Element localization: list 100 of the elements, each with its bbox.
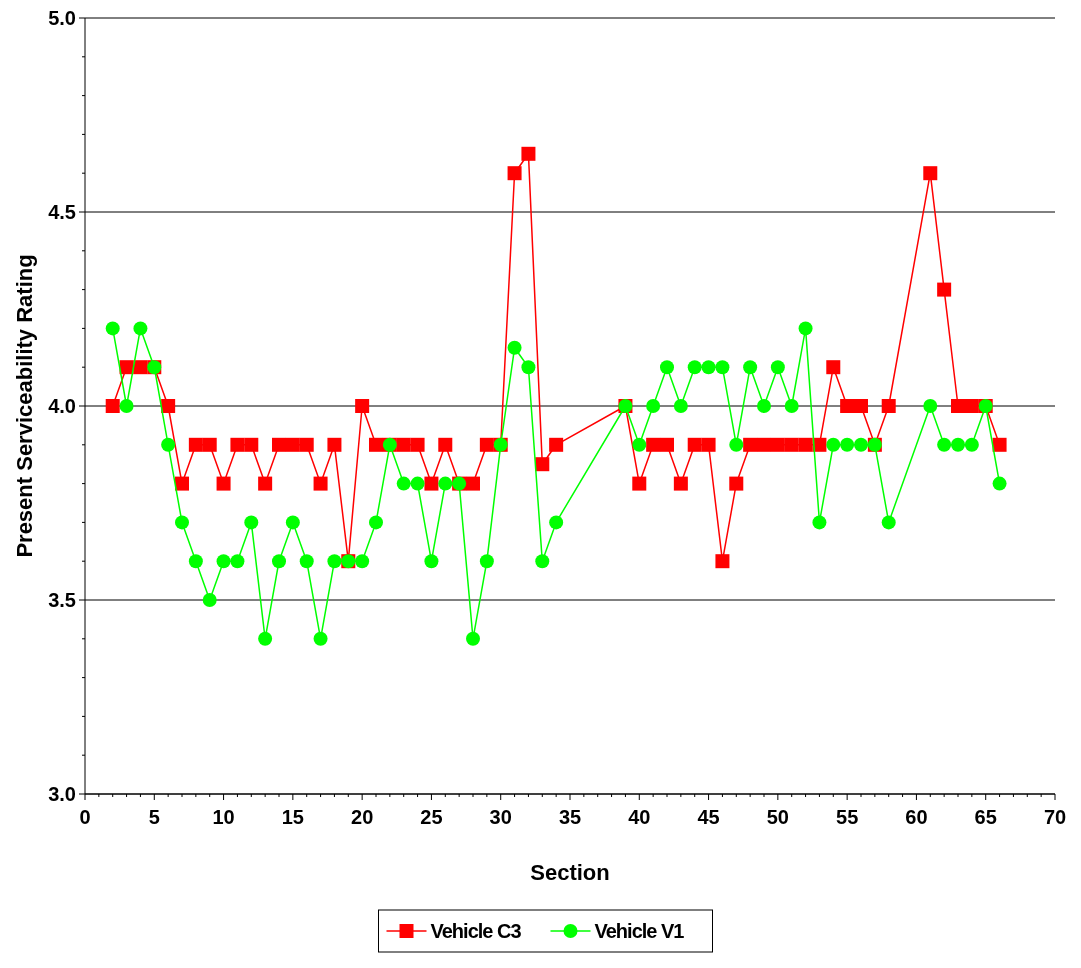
x-tick-label: 15 — [281, 806, 304, 828]
point — [355, 399, 370, 413]
point — [313, 476, 328, 491]
point — [105, 321, 120, 336]
point — [521, 146, 536, 161]
x-tick-label: 60 — [905, 806, 928, 828]
point — [216, 476, 231, 491]
point — [479, 554, 494, 569]
point — [784, 437, 799, 452]
point — [992, 437, 1007, 452]
point — [660, 437, 674, 452]
point — [687, 360, 702, 375]
y-tick-label: 3.5 — [48, 589, 76, 611]
point — [299, 437, 314, 452]
point — [701, 437, 716, 452]
y-tick-label: 5.0 — [48, 7, 76, 29]
point — [327, 437, 342, 452]
point — [937, 437, 952, 452]
x-tick-label: 50 — [766, 806, 789, 828]
point — [244, 437, 259, 452]
point — [549, 437, 564, 452]
x-axis-title: Section — [530, 860, 610, 885]
x-tick-label: 30 — [489, 806, 512, 828]
x-tick-label: 70 — [1043, 806, 1067, 828]
point — [757, 399, 771, 413]
point — [396, 437, 411, 452]
x-tick-label: 0 — [79, 806, 91, 828]
point — [410, 476, 425, 491]
point — [535, 457, 550, 472]
point — [396, 476, 411, 491]
point — [992, 476, 1007, 491]
point — [369, 437, 383, 452]
point — [549, 515, 564, 530]
legend-label: Vehicle C3 — [430, 920, 522, 942]
x-tick-label: 55 — [836, 806, 859, 828]
y-tick-label: 4.5 — [48, 201, 76, 223]
point — [188, 554, 203, 569]
point — [632, 476, 647, 491]
x-tick-label: 65 — [974, 806, 997, 828]
point — [660, 360, 674, 375]
point — [923, 399, 938, 413]
point — [230, 554, 245, 569]
point — [798, 437, 813, 452]
point — [272, 437, 286, 452]
point — [854, 399, 868, 413]
point — [258, 631, 273, 646]
point — [355, 554, 370, 569]
point — [826, 360, 841, 375]
point — [466, 631, 480, 646]
x-tick-label: 45 — [697, 806, 720, 828]
point — [466, 476, 480, 491]
point — [673, 476, 688, 491]
point — [964, 437, 979, 452]
point — [202, 437, 217, 452]
x-tick-label: 35 — [558, 806, 582, 828]
point — [119, 399, 134, 413]
point — [715, 360, 730, 375]
point — [424, 554, 439, 569]
point — [673, 399, 688, 413]
point — [881, 399, 896, 413]
point — [951, 399, 965, 413]
point — [410, 437, 425, 452]
point — [729, 476, 744, 491]
point — [840, 437, 855, 452]
point — [743, 437, 758, 452]
point — [285, 437, 300, 452]
point — [313, 631, 328, 646]
point — [161, 399, 176, 413]
point — [743, 360, 758, 375]
point — [812, 515, 827, 530]
point — [175, 515, 189, 530]
point — [424, 476, 439, 491]
point — [798, 321, 813, 336]
y-tick-label: 4.0 — [48, 395, 76, 417]
point — [701, 360, 716, 375]
point — [175, 476, 189, 491]
legend-label: Vehicle V1 — [594, 920, 685, 942]
point — [230, 437, 245, 452]
y-axis-title: Present Serviceability Rating — [12, 254, 37, 558]
point — [216, 554, 231, 569]
point — [202, 593, 217, 607]
y-tick-label: 3.0 — [48, 783, 76, 805]
point — [299, 554, 314, 569]
point — [244, 515, 259, 530]
point — [285, 515, 300, 530]
x-tick-label: 40 — [628, 806, 651, 828]
point — [951, 437, 965, 452]
point — [272, 554, 286, 569]
point — [438, 476, 453, 491]
point — [632, 437, 647, 452]
point — [521, 360, 536, 375]
point — [535, 554, 550, 569]
point — [826, 437, 841, 452]
point — [854, 437, 868, 452]
point — [438, 437, 453, 452]
x-tick-label: 25 — [420, 806, 443, 828]
x-tick-label: 20 — [351, 806, 374, 828]
point — [133, 360, 148, 375]
point — [327, 554, 342, 569]
point — [646, 437, 661, 452]
